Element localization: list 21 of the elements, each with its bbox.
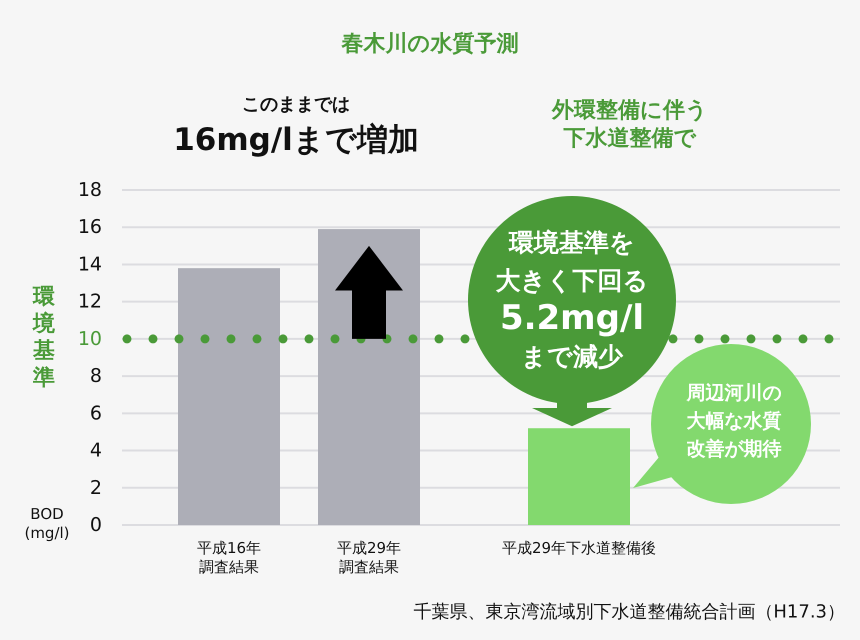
x-tick-label: 平成16年調査結果 [196,539,262,576]
y-axis-title: BOD (mg/l) [24,505,70,542]
y-tick-label: 18 [78,179,102,201]
text: 千葉県、東京湾流域別下水道整備統合計画（H17.3） [413,602,845,622]
ref-line-label: 環境基準 [32,284,56,390]
chart-title: 春木川の水質予測 [340,30,518,56]
y-tick-label: 4 [90,440,102,462]
y-tick-label: 6 [90,402,102,424]
x-tick-label: 平成29年調査結果 [336,539,402,576]
annotation: 環境基準を大きく下回る5.2mg/lまで減少 [496,228,648,370]
text: 外環整備に伴う下水道整備で [551,98,708,150]
text: 周辺河川の大幅な水質改善が期待 [686,382,782,460]
y-tick-label: 16 [78,216,102,238]
y-tick-label: 10 [78,328,102,350]
y-tick-label: 14 [78,253,102,276]
y-tick-label: 8 [90,365,102,388]
y-tick-label: 2 [90,476,102,499]
y-tick-label: 0 [90,514,102,536]
x-tick-label: 平成29年下水道整備後 [502,539,656,557]
y-tick-label: 12 [78,290,102,313]
text: このままでは16mg/lまで増加 [173,94,419,158]
